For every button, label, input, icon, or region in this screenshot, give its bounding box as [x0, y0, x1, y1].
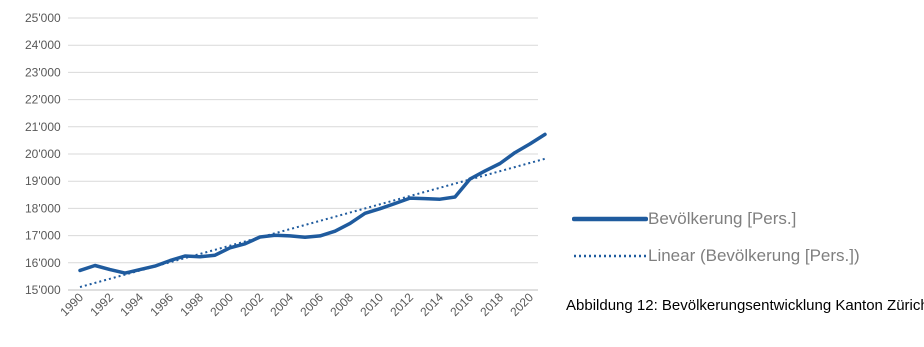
gridlines: [68, 17, 538, 291]
x-tick-label: 2020: [507, 290, 536, 319]
y-tick-label: 22'000: [25, 93, 61, 107]
legend-dotted-line-icon: [574, 254, 646, 258]
x-tick-label: 2012: [387, 290, 416, 319]
y-tick-label: 15'000: [25, 283, 61, 297]
x-tick-label: 2004: [267, 290, 296, 319]
legend-item-population: Bevölkerung [Pers.]: [572, 205, 924, 233]
y-tick-label: 25'000: [25, 11, 61, 25]
x-tick-label: 2000: [207, 290, 236, 319]
y-tick-label: 16'000: [25, 256, 61, 270]
series-line-trendline: [79, 157, 546, 289]
x-tick-label: 2008: [327, 290, 356, 319]
series-layer: [78, 132, 547, 289]
figure-caption: Abbildung 12: Bevölkerungsentwicklung Ka…: [566, 297, 924, 314]
x-tick-label: 1998: [177, 290, 206, 319]
y-axis-ticks: 15'000 16'000 17'000 18'000 19'000 20'000 21'0…: [25, 11, 61, 297]
x-tick-label: 2002: [237, 290, 266, 319]
legend-label-population: Bevölkerung [Pers.]: [648, 209, 797, 228]
legend: Bevölkerung [Pers.] Linear (Bevölkerung …: [572, 205, 924, 279]
y-tick-label: 23'000: [25, 65, 61, 79]
x-axis-ticks: 1990 1992 1994 1996 1998 2000 2002 2004 2006 2008…: [57, 290, 536, 319]
x-tick-label: 2006: [297, 290, 326, 319]
x-tick-label: 2016: [447, 290, 476, 319]
y-tick-label: 18'000: [25, 201, 61, 215]
legend-label-trendline: Linear (Bevölkerung [Pers.]): [648, 246, 860, 265]
x-tick-label: 2018: [477, 290, 506, 319]
x-tick-label: 1990: [57, 290, 86, 319]
x-tick-label: 2014: [417, 290, 446, 319]
series-line-population: [78, 132, 547, 275]
y-tick-label: 24'000: [25, 38, 61, 52]
legend-solid-line-icon: [572, 216, 648, 222]
y-tick-label: 19'000: [25, 174, 61, 188]
y-tick-label: 21'000: [25, 120, 61, 134]
y-tick-label: 20'000: [25, 147, 61, 161]
y-tick-label: 17'000: [25, 229, 61, 243]
x-tick-label: 1996: [147, 290, 176, 319]
x-tick-label: 1992: [87, 290, 116, 319]
legend-item-trendline: Linear (Bevölkerung [Pers.]): [572, 242, 924, 270]
x-tick-label: 2010: [357, 290, 386, 319]
x-tick-label: 1994: [117, 290, 146, 319]
